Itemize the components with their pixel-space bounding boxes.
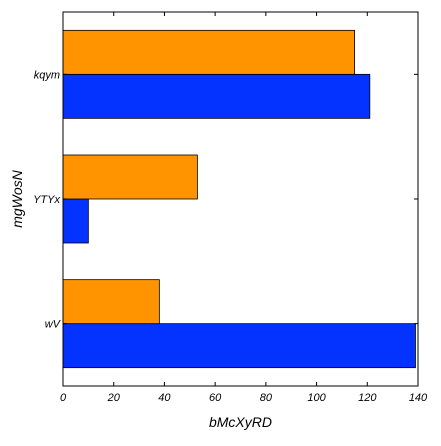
x-axis-label: bMcXyRD — [209, 414, 272, 430]
y-tick-label: YTYx — [33, 194, 60, 206]
bar-blue-wv — [62, 323, 416, 369]
x-axis: 0 20 40 60 80 100 120 140 — [60, 12, 428, 404]
y-axis: wV YTYx kqym — [33, 69, 418, 331]
x-tick-label: 120 — [358, 392, 377, 404]
y-tick-label: wV — [45, 319, 62, 331]
x-tick-label: 100 — [307, 392, 326, 404]
x-tick-label: 80 — [260, 392, 273, 404]
x-tick-label: 20 — [107, 392, 121, 404]
bars-group — [62, 29, 416, 369]
y-axis-label: mgWosN — [9, 169, 25, 227]
x-tick-label: 140 — [409, 392, 428, 404]
x-tick-label: 0 — [60, 392, 67, 404]
bar-orange-kqym — [62, 29, 356, 75]
bar-orange-ytyx — [62, 154, 198, 200]
bar-blue-kqym — [62, 73, 371, 119]
bar-orange-wv — [62, 279, 160, 325]
x-tick-label: 40 — [158, 392, 171, 404]
y-tick-label: kqym — [34, 69, 60, 81]
x-tick-label: 60 — [209, 392, 222, 404]
bar-blue-ytyx — [62, 198, 89, 244]
